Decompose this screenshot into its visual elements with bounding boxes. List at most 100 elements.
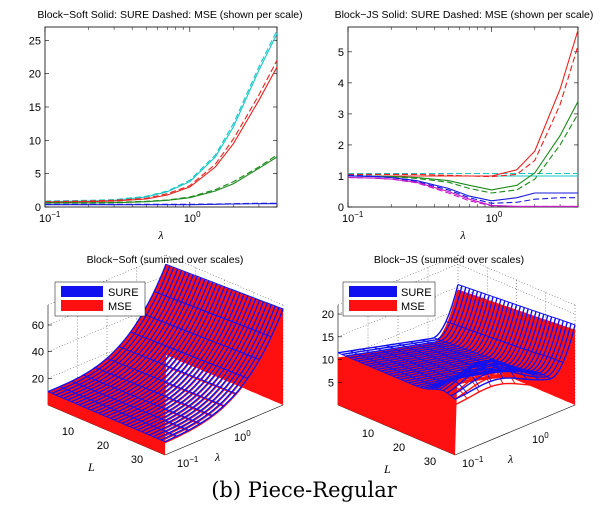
legend-label-mse: MSE	[401, 301, 425, 313]
sure-mesh-line	[337, 352, 456, 400]
z-tick-group: 5 10 15 20	[322, 309, 342, 389]
y-tick-label: 1	[338, 171, 344, 183]
y-tick-label: 3	[338, 109, 344, 121]
l-tick-label: 20	[97, 440, 109, 452]
legend-swatch-mse	[61, 300, 103, 311]
y-tick-label: 20	[29, 69, 41, 81]
lambda-axis-ticks: 10−1 100	[462, 431, 549, 470]
legend-label-sure: SURE	[108, 287, 139, 299]
mse-mesh-line	[421, 345, 540, 386]
mse-line-blue	[45, 202, 277, 205]
mse-line-cyan	[44, 30, 278, 202]
z-tick-label: 5	[328, 377, 334, 389]
x-axis-label: λ	[157, 228, 163, 242]
sure-mesh-line	[421, 339, 540, 381]
mse-mesh-line	[59, 387, 177, 438]
mse-line-red	[44, 60, 278, 203]
x-tick-label: 100	[184, 210, 201, 225]
z-tick-group: 20 40 60	[32, 320, 52, 385]
y-tick-label: 2	[338, 140, 344, 152]
sure-mesh-line	[457, 284, 576, 326]
plot-frame	[347, 26, 579, 208]
mse-line-green	[348, 113, 579, 194]
z-tick-label: 40	[32, 347, 44, 359]
sure-mesh-line	[373, 346, 492, 382]
l-tick-label: 10	[362, 428, 374, 440]
z-tick-label: 20	[32, 373, 44, 385]
lambda-axis-ticks: 10−1 100	[177, 429, 251, 470]
sure-mesh-line	[433, 337, 552, 380]
mse-mesh-line	[337, 357, 456, 406]
y-tick-group: 0 5 10 15 20 25	[29, 35, 277, 214]
sure-mesh-line	[71, 380, 189, 431]
mse-mesh-line	[118, 347, 236, 395]
series-lines	[347, 29, 579, 207]
l-tick-label: 30	[131, 454, 143, 466]
sure-surface	[47, 263, 284, 443]
z-tick-label: 20	[322, 309, 334, 321]
y-tick-label: 25	[29, 35, 41, 47]
l-tick-label: 30	[424, 456, 436, 468]
y-tick-label: 5	[35, 169, 41, 181]
mse-mesh-line	[457, 289, 576, 331]
x-axis-label: λ	[459, 228, 465, 242]
sure-mesh-line	[142, 313, 260, 360]
legend-swatch-sure	[61, 286, 103, 297]
legend-label-sure: SURE	[401, 287, 432, 299]
panel-block-soft-surface: Block−Soft (summed over scales) SURE MSE…	[32, 254, 284, 474]
mse-mesh-line	[361, 354, 480, 393]
l-tick-label: 20	[393, 442, 405, 454]
sure-mesh-line	[397, 343, 516, 379]
lambda-axis-label: λ	[214, 450, 220, 464]
sure-mesh-line	[59, 386, 177, 437]
legend: SURE MSE	[342, 281, 436, 317]
chart-title: Block−JS (summed over scales)	[374, 254, 524, 266]
l-axis-ticks: 10 20 30	[62, 426, 143, 466]
x-tick-label: 10−1	[39, 210, 61, 225]
z-tick-label: 10	[322, 355, 334, 367]
lambda-tick-label: 100	[234, 429, 251, 444]
y-tick-label: 5	[338, 47, 344, 59]
x-tick-label: 10−1	[342, 210, 364, 225]
mse-mesh-line	[83, 375, 201, 425]
l-axis-label: L	[87, 460, 95, 474]
sure-mesh-line	[130, 331, 248, 379]
sure-mesh-line	[409, 341, 528, 380]
chart-title: Block−Soft Solid: SURE Dashed: MSE (show…	[37, 9, 302, 21]
y-tick-label: 4	[338, 78, 344, 90]
sure-surface	[337, 284, 576, 400]
y-tick-label: 0	[338, 202, 344, 214]
sure-mesh-line	[445, 321, 564, 363]
panel-block-js-per-scale: Block−JS Solid: SURE Dashed: MSE (shown …	[335, 9, 594, 242]
grid-line	[47, 301, 284, 352]
y-tick-label: 0	[35, 202, 41, 214]
sure-mesh-line	[95, 367, 213, 416]
chart-title: Block−Soft (summed over scales)	[87, 254, 244, 266]
sure-mesh-line	[361, 348, 480, 387]
series-lines	[44, 30, 278, 206]
mse-mesh-line	[445, 326, 564, 369]
panel-block-soft-per-scale: Block−Soft Solid: SURE Dashed: MSE (show…	[29, 9, 303, 242]
sure-mesh-line	[83, 374, 201, 424]
lambda-tick-label: 10−1	[462, 455, 484, 470]
legend-swatch-sure	[349, 286, 397, 297]
lambda-tick-label: 10−1	[177, 455, 199, 470]
figure-caption: (b) Piece-Regular	[211, 478, 397, 502]
mse-line-green	[45, 154, 278, 204]
sure-mesh-line	[385, 345, 504, 379]
mse-line-magenta	[347, 176, 578, 207]
sure-mesh-line	[118, 346, 236, 394]
legend-swatch-mse	[349, 300, 397, 311]
surface	[47, 263, 284, 455]
sure-mesh-line	[106, 357, 225, 407]
y-tick-label: 10	[29, 135, 41, 147]
sure-line-red	[44, 66, 278, 203]
grid-line	[337, 263, 576, 315]
l-axis-label: L	[383, 462, 391, 476]
x-tick-label: 100	[486, 210, 503, 225]
z-tick-label: 60	[32, 320, 44, 332]
z-tick-label: 15	[322, 332, 334, 344]
legend-label-mse: MSE	[108, 301, 132, 313]
chart-title: Block−JS Solid: SURE Dashed: MSE (shown …	[335, 9, 594, 21]
